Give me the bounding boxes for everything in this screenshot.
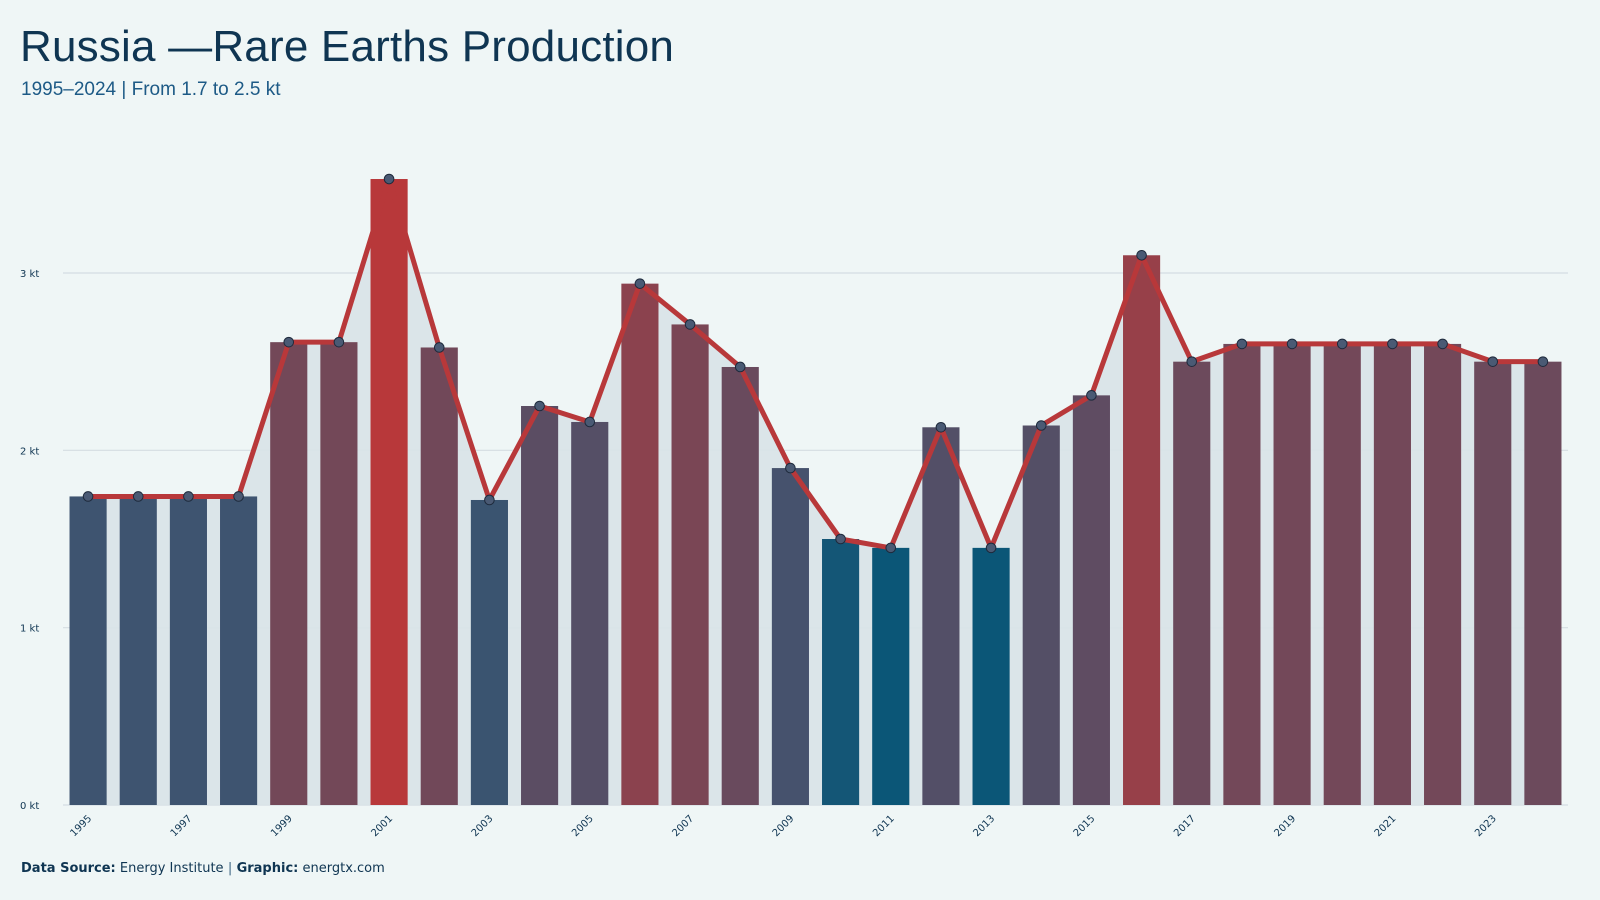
point-2010 xyxy=(835,533,846,545)
x-tick-label: 2015 xyxy=(1072,813,1098,839)
point-1998 xyxy=(233,491,244,502)
point-2005 xyxy=(584,416,596,428)
bar-2016 xyxy=(1123,255,1161,805)
bar-1997 xyxy=(169,496,207,805)
graphic-value: energtx.com xyxy=(302,861,385,876)
point-2023 xyxy=(1487,356,1499,367)
x-tick-label: 2005 xyxy=(570,813,596,839)
point-2016 xyxy=(1136,249,1147,261)
point-2022 xyxy=(1437,338,1448,350)
y-tick-label: 1 kt xyxy=(20,624,39,635)
bar-2009 xyxy=(771,468,809,805)
bar-2006 xyxy=(621,283,659,805)
x-tick-label: 1999 xyxy=(269,813,295,839)
point-2019 xyxy=(1286,338,1298,350)
bar-2017 xyxy=(1173,361,1211,805)
bar-2008 xyxy=(721,366,759,805)
point-2012 xyxy=(935,421,947,433)
point-2003 xyxy=(484,494,495,506)
bar-2014 xyxy=(1022,425,1060,805)
x-tick-label: 2021 xyxy=(1373,813,1399,839)
bar-2023 xyxy=(1474,361,1512,805)
x-tick-label: 2023 xyxy=(1473,813,1499,839)
point-2018 xyxy=(1236,338,1248,350)
bar-2002 xyxy=(420,347,458,805)
chart-title: Russia —Rare Earths Production xyxy=(20,22,675,71)
bar-2010 xyxy=(822,539,860,805)
bar-layer xyxy=(69,179,1562,806)
bar-1996 xyxy=(119,496,157,805)
point-2024 xyxy=(1537,356,1549,367)
series-line xyxy=(85,176,1546,551)
point-1996 xyxy=(132,491,144,502)
point-2009 xyxy=(785,462,796,474)
bar-2015 xyxy=(1072,395,1110,805)
bar-2001 xyxy=(370,179,408,806)
point-2015 xyxy=(1086,390,1097,401)
bar-2020 xyxy=(1323,343,1361,805)
point-2000 xyxy=(333,336,345,348)
graphic-label: Graphic: xyxy=(236,861,299,876)
x-tick-label: 1995 xyxy=(68,813,94,839)
x-tick-label: 2003 xyxy=(470,813,496,839)
x-tick-label: 2001 xyxy=(369,813,395,839)
point-2004 xyxy=(534,400,545,412)
point-2001 xyxy=(383,173,395,185)
y-tick-label: 3 kt xyxy=(20,269,39,280)
marker-layer xyxy=(82,173,1549,554)
source-value: Energy Institute xyxy=(119,861,224,876)
bar-2012 xyxy=(922,427,960,805)
bar-2003 xyxy=(470,499,508,805)
bar-2024 xyxy=(1524,361,1562,805)
bar-1995 xyxy=(69,496,107,805)
bar-2018 xyxy=(1223,343,1261,805)
bar-2013 xyxy=(972,547,1010,805)
point-2002 xyxy=(433,342,445,353)
bar-2019 xyxy=(1273,343,1311,805)
bar-2022 xyxy=(1424,343,1462,805)
point-2014 xyxy=(1035,420,1047,431)
x-tick-label: 2011 xyxy=(871,813,897,839)
x-tick-label: 2009 xyxy=(771,813,797,839)
point-1999 xyxy=(283,336,295,348)
bar-2004 xyxy=(521,406,559,805)
footer-credits: Data Source: Energy Institute | Graphic:… xyxy=(21,861,385,876)
footer-separator: | xyxy=(227,861,233,876)
bar-1999 xyxy=(270,342,308,805)
chart-subtitle: 1995–2024 | From 1.7 to 2.5 kt xyxy=(21,79,281,100)
bar-1998 xyxy=(220,496,258,805)
y-tick-label: 0 kt xyxy=(20,801,39,812)
bar-2005 xyxy=(571,421,609,805)
point-2013 xyxy=(985,542,997,554)
source-label: Data Source: xyxy=(21,861,116,876)
point-2007 xyxy=(684,319,696,330)
x-tick-label: 2019 xyxy=(1272,813,1298,839)
x-tick-label: 2017 xyxy=(1172,813,1198,839)
point-2021 xyxy=(1387,338,1398,350)
x-tick-label: 2007 xyxy=(670,813,696,839)
point-2011 xyxy=(885,542,897,554)
bar-2011 xyxy=(872,547,910,805)
x-tick-label: 2013 xyxy=(971,813,997,839)
point-2020 xyxy=(1336,338,1348,350)
point-2006 xyxy=(634,278,646,289)
point-2017 xyxy=(1186,356,1198,367)
line-layer xyxy=(85,176,1546,551)
bar-2000 xyxy=(320,342,358,805)
point-1995 xyxy=(82,491,94,502)
bar-2021 xyxy=(1373,343,1411,805)
point-1997 xyxy=(183,491,194,502)
x-tick-label: 1997 xyxy=(169,813,195,839)
bar-2007 xyxy=(671,324,709,805)
point-2008 xyxy=(734,361,746,373)
y-tick-label: 2 kt xyxy=(20,446,39,457)
